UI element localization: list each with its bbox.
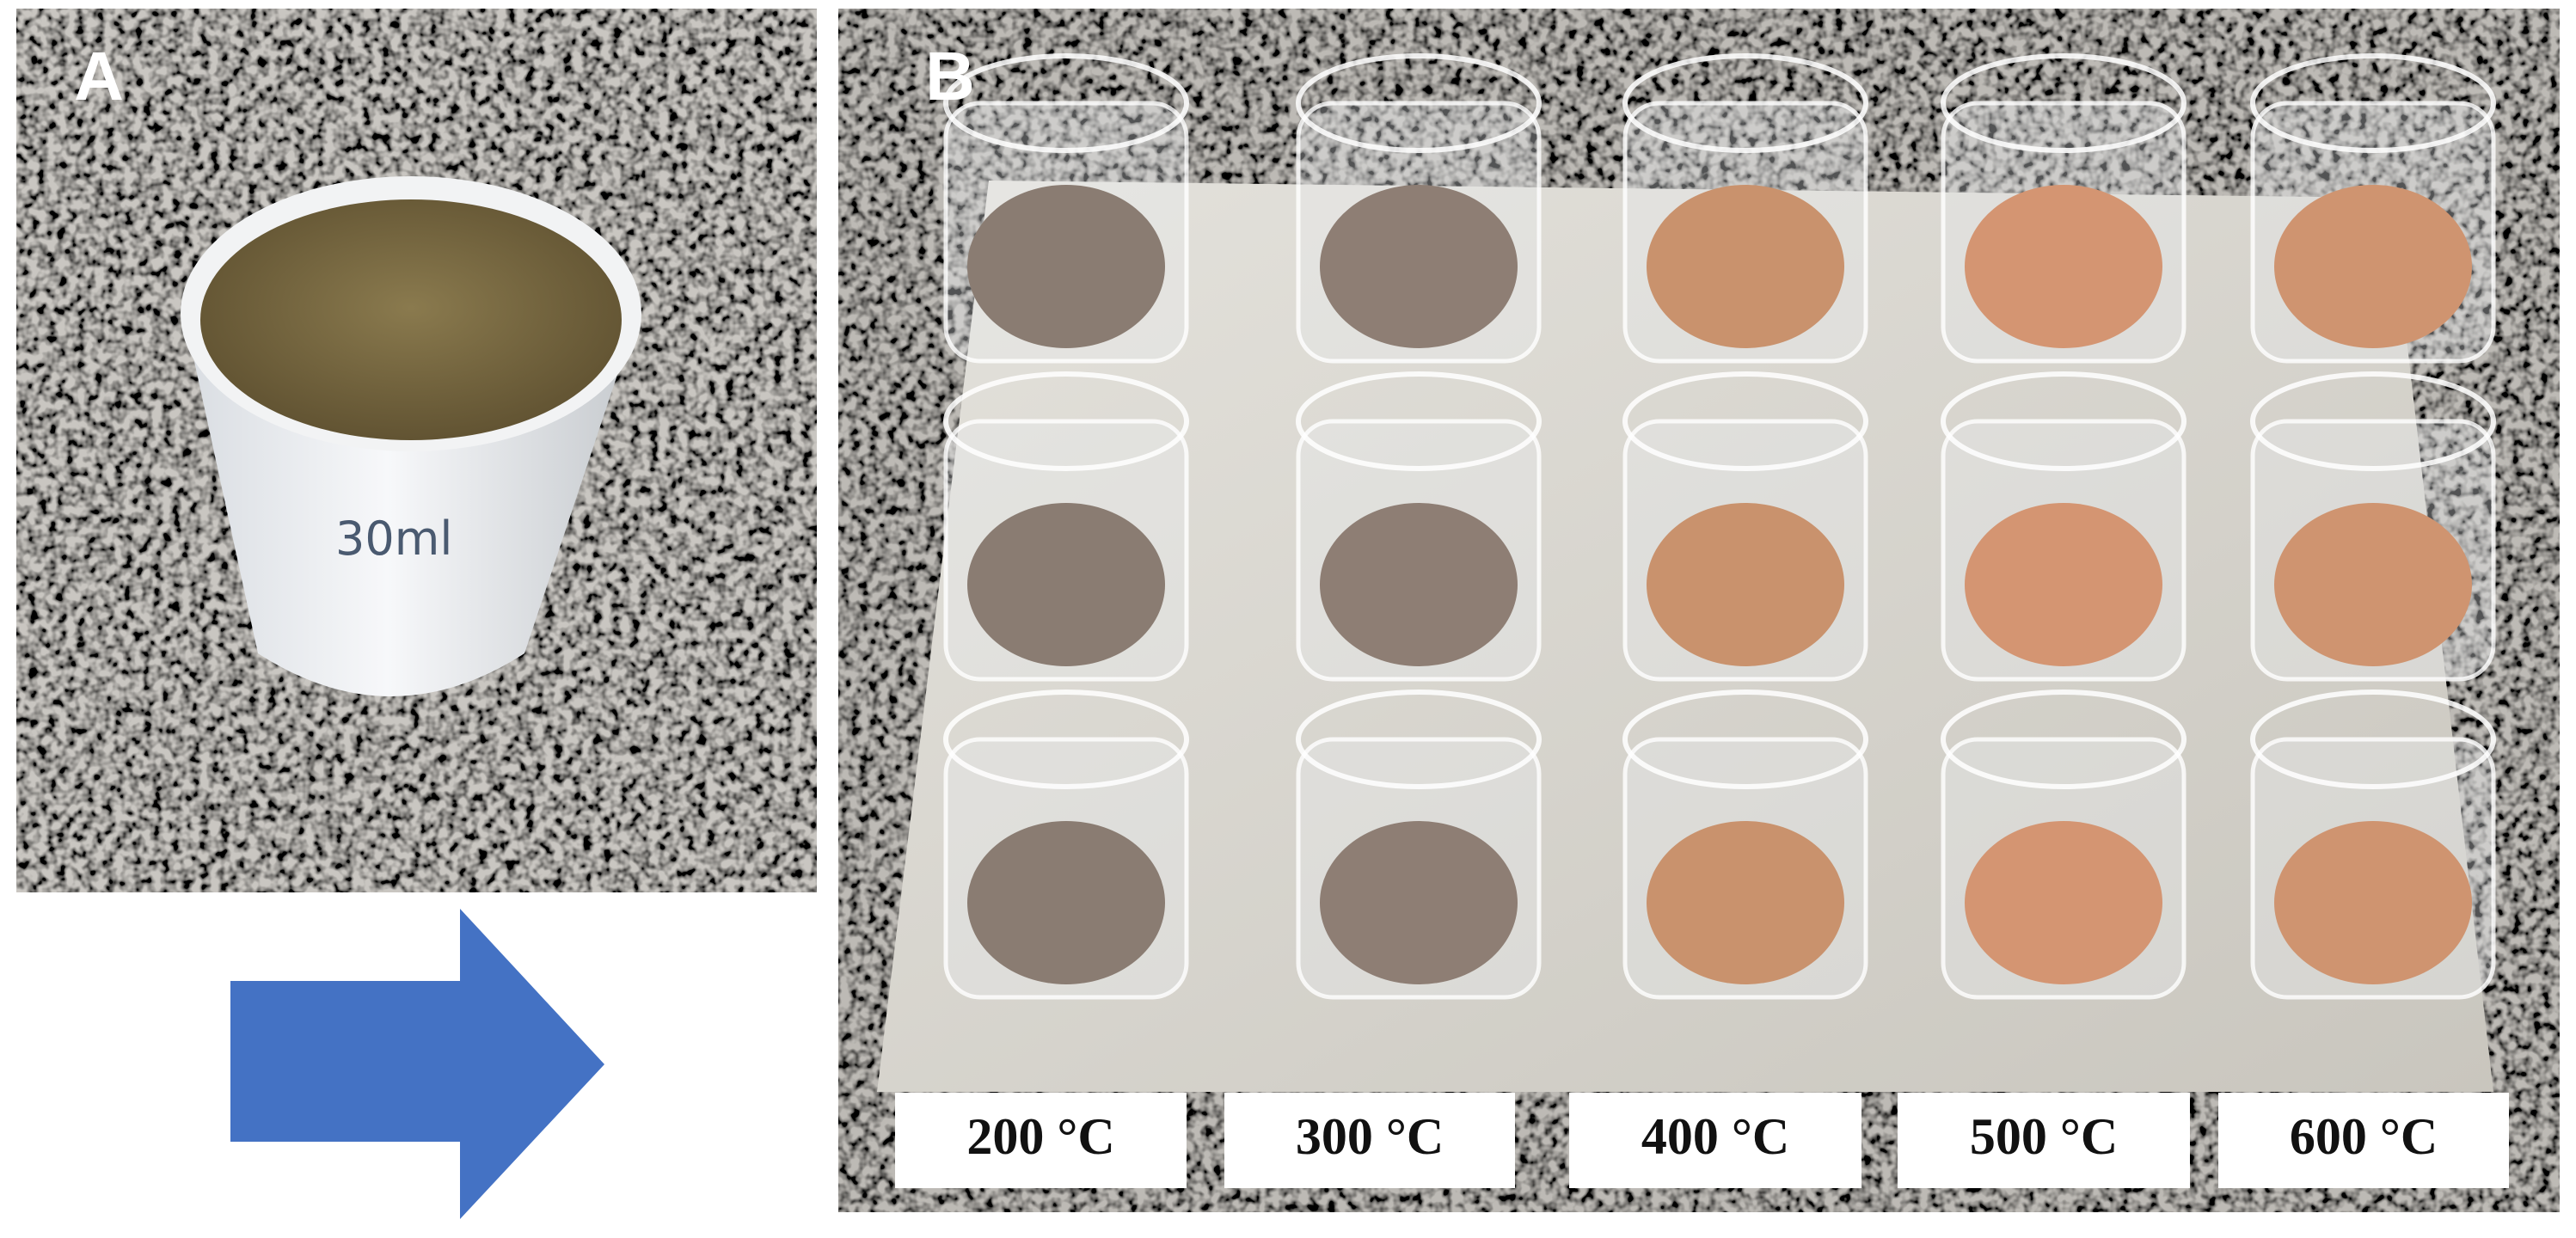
- photo-a: 30ml: [16, 9, 817, 892]
- beaker-rim: [1296, 53, 1542, 153]
- beaker-rim: [1622, 53, 1868, 153]
- beaker-rim: [2250, 689, 2496, 789]
- beaker-rim: [2250, 53, 2496, 153]
- beaker-rim: [2250, 371, 2496, 471]
- panel-label: A: [74, 38, 124, 114]
- temperature-label: 200 °C: [966, 1108, 1114, 1165]
- powder: [1320, 503, 1518, 666]
- powder: [1320, 821, 1518, 984]
- powder: [967, 821, 1165, 984]
- beaker-rim: [1941, 53, 2187, 153]
- label-box: [1224, 1093, 1515, 1188]
- photo-b: [838, 9, 2560, 1212]
- beaker-rim: [1622, 689, 1868, 789]
- beaker-rim: [1941, 371, 2187, 471]
- temperature-labels: 200 °C 300 °C 400 °C 500 °C 600 °C: [895, 1093, 2509, 1188]
- temperature-label: 600 °C: [2290, 1108, 2438, 1165]
- temperature-label: 400 °C: [1641, 1108, 1789, 1165]
- label-box: [1569, 1093, 1861, 1188]
- powder: [1647, 821, 1844, 984]
- beaker-rim: [1296, 371, 1542, 471]
- powder: [1320, 185, 1518, 348]
- powder: [967, 185, 1165, 348]
- label-box: [2218, 1093, 2509, 1188]
- beaker-rim: [943, 53, 1189, 153]
- beaker-rim: [1622, 371, 1868, 471]
- powder: [1965, 185, 2162, 348]
- slurry: [200, 199, 622, 440]
- powder: [967, 503, 1165, 666]
- label-box: [1898, 1093, 2190, 1188]
- beakers: [943, 53, 2496, 1000]
- powder: [2274, 503, 2472, 666]
- temperature-label: 300 °C: [1296, 1108, 1444, 1165]
- beaker-rim: [1296, 689, 1542, 789]
- beaker-rim: [943, 371, 1189, 471]
- arrow: [230, 909, 604, 1219]
- powder: [2274, 821, 2472, 984]
- powder: [1965, 503, 2162, 666]
- powder: [1647, 503, 1844, 666]
- panel-label: B: [925, 38, 975, 114]
- label-box: [895, 1093, 1187, 1188]
- powder: [1965, 821, 2162, 984]
- powder: [2274, 185, 2472, 348]
- crucible-marking: 30ml: [335, 512, 452, 566]
- temperature-label: 500 °C: [1970, 1108, 2118, 1165]
- beaker-rim: [943, 689, 1189, 789]
- powder: [1647, 185, 1844, 348]
- beaker-rim: [1941, 689, 2187, 789]
